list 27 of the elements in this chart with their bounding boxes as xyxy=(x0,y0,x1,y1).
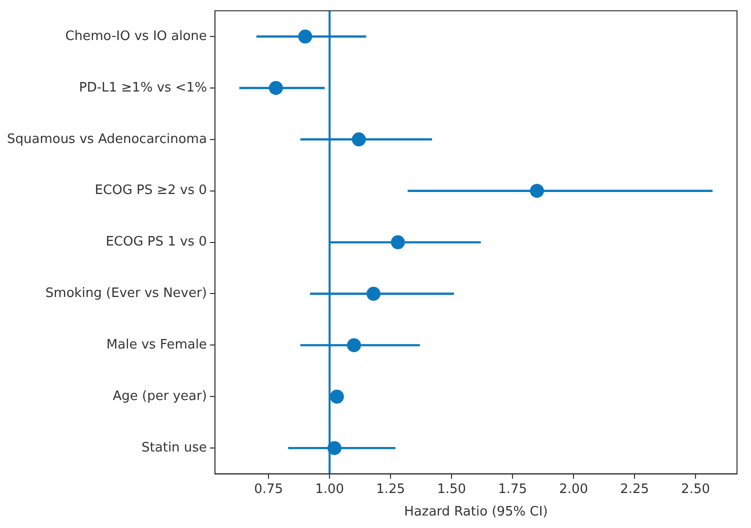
y-tick-label: Male vs Female xyxy=(106,338,207,353)
x-tick-label: 1.00 xyxy=(315,482,344,497)
point xyxy=(390,235,405,250)
x-tick-label: 1.75 xyxy=(498,482,528,497)
y-tick-label: ECOG PS 1 vs 0 xyxy=(106,234,207,250)
x-tick-label: 2.00 xyxy=(559,482,588,497)
x-tick-label: 0.75 xyxy=(254,482,284,497)
point xyxy=(352,132,366,146)
x-tick-label: 2.50 xyxy=(681,482,710,497)
y-tick-label: Smoking (Ever vs Never) xyxy=(45,286,207,302)
y-tick-label: ECOG PS ≥2 vs 0 xyxy=(94,183,207,198)
y-tick-label: Squamous vs Adenocarcinoma xyxy=(6,132,207,147)
y-tick-label: PD-L1 ≥1% vs <1% xyxy=(78,80,207,96)
x-axis-title: Hazard Ratio (95% CI) xyxy=(404,504,548,520)
point xyxy=(268,80,283,95)
x-tick-label: 2.25 xyxy=(620,482,650,497)
y-tick-label: Chemo-IO vs IO alone xyxy=(65,28,207,44)
point xyxy=(346,338,361,352)
point xyxy=(330,390,344,404)
y-tick-label: Age (per year) xyxy=(112,389,207,404)
x-tick-label: 1.25 xyxy=(376,482,406,497)
x-tick-label: 1.50 xyxy=(437,482,466,497)
point xyxy=(530,184,544,198)
point xyxy=(298,30,312,44)
point xyxy=(366,286,381,301)
point xyxy=(327,441,342,456)
y-tick-label: Statin use xyxy=(142,440,207,456)
